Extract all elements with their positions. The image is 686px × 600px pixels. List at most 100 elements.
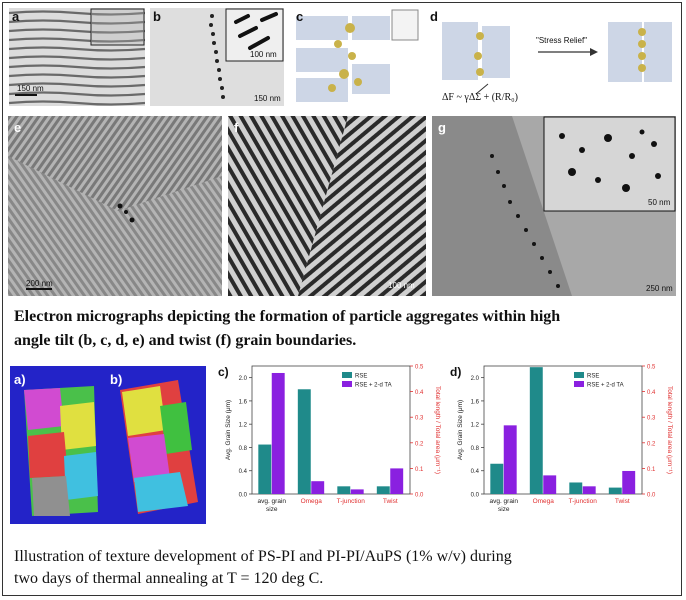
y2-tick-label: 0.1 bbox=[647, 467, 656, 473]
y-tick-label: 1.2 bbox=[471, 423, 480, 429]
scale-label-f: 100 nm bbox=[388, 281, 415, 290]
bar bbox=[297, 389, 311, 494]
bar bbox=[376, 486, 390, 494]
bar bbox=[529, 367, 543, 494]
y-tick-label: 1.2 bbox=[239, 423, 248, 429]
y2-tick-label: 0.5 bbox=[415, 365, 424, 371]
micrograph-f: f 100 nm bbox=[228, 116, 426, 296]
bar-chart-d-svg: 0.0 0.4 0.8 1.2 1.6 2.0 0.0 0.1 0.2 0.3 0.4 0.5 Avg.… bbox=[450, 365, 673, 514]
y-tick-label: 0.0 bbox=[471, 493, 480, 499]
bar-chart-c: 0.0 0.4 0.8 1.2 1.6 2.0 0.0 0.1 0.2 0.3 0.4 0.5 Avg.… bbox=[214, 356, 442, 522]
bar bbox=[258, 444, 272, 494]
micrograph-b: b 100 nm 150 nm bbox=[150, 8, 284, 106]
bar-chart-d: 0.0 0.4 0.8 1.2 1.6 2.0 0.0 0.1 0.2 0.3 0.4 0.5 Avg.… bbox=[446, 356, 674, 522]
scale-label-e: 200 nm bbox=[26, 279, 53, 288]
y2-tick-label: 0.3 bbox=[647, 416, 656, 422]
bar bbox=[490, 463, 504, 494]
y-axis-label: Avg. Grain Size (μm) bbox=[225, 400, 232, 460]
legend-label: RSE bbox=[587, 374, 599, 380]
panel-label-c: c bbox=[296, 9, 304, 24]
y2-tick-label: 0.4 bbox=[415, 390, 424, 396]
legend-label: RSE bbox=[355, 374, 367, 380]
inset-scale-label-b: 100 nm bbox=[250, 50, 277, 59]
y-tick-label: 0.0 bbox=[239, 493, 248, 499]
bar-chart-c-svg: 0.0 0.4 0.8 1.2 1.6 2.0 0.0 0.1 0.2 0.3 0.4 0.5 Avg.… bbox=[218, 365, 441, 514]
tilt-boundary-image bbox=[8, 116, 222, 296]
micrograph-a: a 150 nm bbox=[9, 8, 145, 106]
y-tick-label: 0.8 bbox=[471, 446, 480, 452]
y2-axis-label: Total length / Total area (μm⁻¹) bbox=[666, 386, 673, 474]
caption-top-line-2: angle tilt (b, c, d, e) and twist (f) gr… bbox=[14, 332, 357, 349]
scale-label-a: 150 nm bbox=[17, 84, 44, 93]
bar bbox=[582, 486, 596, 494]
legend-swatch bbox=[574, 381, 584, 387]
legend-swatch bbox=[342, 372, 352, 378]
panel-label-d: d bbox=[430, 9, 438, 24]
panel-label-b: b bbox=[153, 9, 161, 24]
category-label: size bbox=[498, 506, 510, 513]
bar bbox=[390, 468, 404, 494]
panel-label-g: g bbox=[438, 120, 446, 135]
stress-relief-label: "Stress Relief" bbox=[536, 36, 588, 45]
plot-frame bbox=[251, 365, 411, 495]
legend-swatch bbox=[342, 381, 352, 387]
texture-maps bbox=[10, 366, 206, 524]
bar bbox=[608, 487, 622, 494]
scale-bar-a bbox=[15, 94, 37, 96]
y2-tick-label: 0.2 bbox=[647, 441, 656, 447]
panel-label-e: e bbox=[14, 120, 22, 135]
panel-label-a: a bbox=[12, 9, 20, 24]
y2-tick-label: 0.4 bbox=[647, 390, 656, 396]
y-tick-label: 0.4 bbox=[239, 469, 248, 475]
lamellae-pattern bbox=[9, 8, 145, 106]
legend-label: RSE + 2-d TA bbox=[587, 383, 624, 389]
bar bbox=[350, 489, 364, 494]
legend-swatch bbox=[574, 372, 584, 378]
particle-boundary-image bbox=[432, 116, 676, 296]
y2-tick-label: 0.1 bbox=[415, 467, 424, 473]
y2-tick-label: 0.5 bbox=[647, 365, 656, 371]
plot-frame bbox=[483, 365, 643, 495]
y-tick-label: 0.4 bbox=[471, 469, 480, 475]
scale-label-b: 150 nm bbox=[254, 94, 281, 103]
bar bbox=[271, 372, 285, 494]
category-label: Twist bbox=[615, 498, 630, 505]
bar bbox=[337, 486, 351, 494]
map-label-a: a) bbox=[14, 372, 26, 387]
bar bbox=[622, 470, 636, 494]
chain-schematic bbox=[296, 9, 419, 102]
panel-label-f: f bbox=[234, 120, 239, 135]
y2-tick-label: 0.3 bbox=[415, 416, 424, 422]
caption-bottom-line-2: two days of thermal annealing at T = 120… bbox=[14, 570, 324, 587]
scale-label-g: 250 nm bbox=[646, 284, 673, 293]
bar bbox=[311, 481, 325, 494]
y2-tick-label: 0.0 bbox=[415, 493, 424, 499]
map-label-b: b) bbox=[110, 372, 123, 387]
caption-bottom-line-1: Illustration of texture development of P… bbox=[14, 548, 512, 565]
category-label: avg. grain bbox=[489, 498, 518, 505]
bar bbox=[543, 475, 557, 494]
bar bbox=[503, 425, 517, 494]
category-label: Twist bbox=[383, 498, 398, 505]
y2-axis-label: Total length / Total area (μm⁻¹) bbox=[434, 386, 441, 474]
grain-boundary-image bbox=[150, 8, 284, 106]
y2-tick-label: 0.0 bbox=[647, 493, 656, 499]
micrograph-e: e 200 nm bbox=[8, 116, 222, 296]
y-tick-label: 2.0 bbox=[471, 376, 480, 382]
y2-tick-label: 0.2 bbox=[415, 441, 424, 447]
scale-bar-e bbox=[26, 288, 52, 290]
inset-scale-label-g: 50 nm bbox=[648, 198, 671, 207]
twist-boundary-image bbox=[228, 116, 426, 296]
bar bbox=[569, 482, 583, 494]
y-tick-label: 0.8 bbox=[239, 446, 248, 452]
category-label: Omega bbox=[533, 498, 555, 505]
y-tick-label: 1.6 bbox=[471, 399, 480, 405]
texture-map-panel: a) b) bbox=[10, 366, 206, 524]
chart-panel-label: c) bbox=[218, 365, 229, 379]
micrograph-g: g 50 nm 250 nm bbox=[432, 116, 676, 296]
caption-top-line-1: Electron micrographs depicting the forma… bbox=[14, 308, 561, 325]
chart-panel-label: d) bbox=[450, 365, 461, 379]
schematic-d: d "Stress Relief" ΔF ~ γΔΣ + (R/R₀) bbox=[428, 8, 678, 106]
